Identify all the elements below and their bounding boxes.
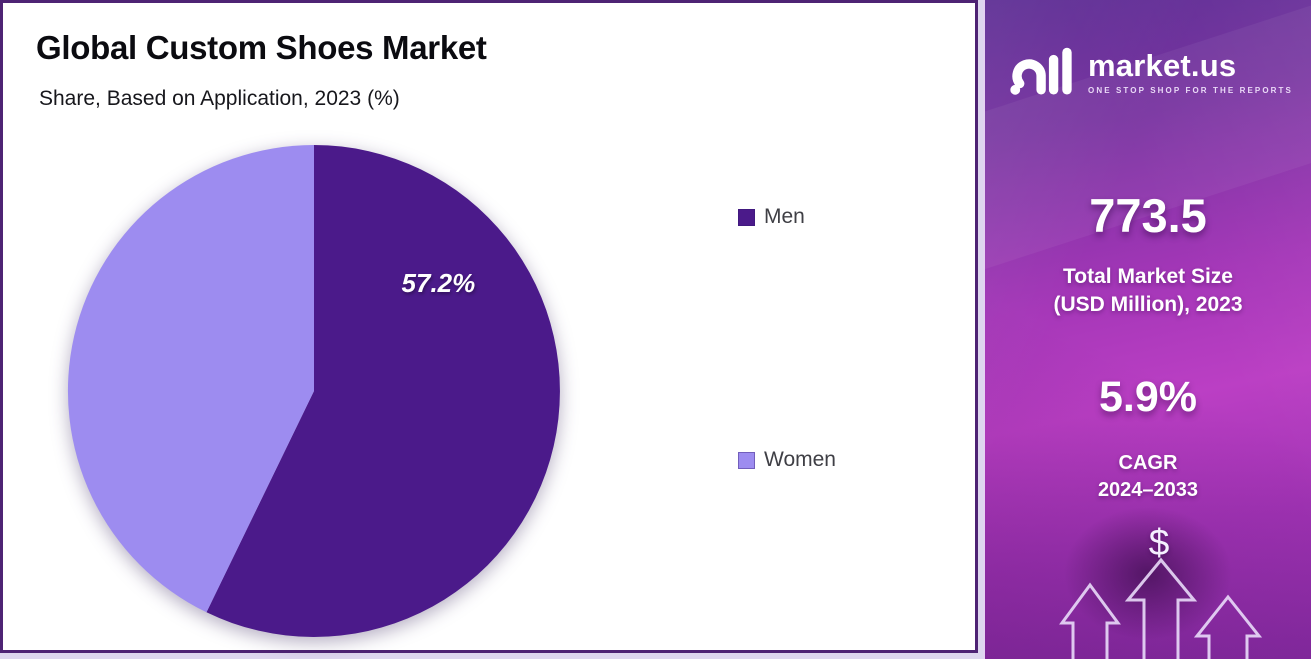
total-market-size-label-line2: (USD Million), 2023 (1053, 293, 1243, 316)
growth-arrows-icon (1059, 557, 1263, 659)
legend-item-women: Women (738, 448, 836, 472)
total-market-size-label-line1: Total Market Size (1063, 265, 1233, 288)
legend-marker-icon (738, 208, 755, 226)
legend-marker-icon (738, 451, 755, 469)
cagr-label: CAGR 2024–2033 (985, 450, 1311, 504)
pie-slice-men (206, 145, 560, 637)
total-market-size-value: 773.5 (1089, 189, 1207, 242)
brand-tagline: ONE STOP SHOP FOR THE REPORTS (1088, 85, 1293, 95)
legend-label: Women (764, 448, 836, 471)
total-market-size-label: Total Market Size (USD Million), 2023 (985, 263, 1311, 319)
legend-label: Men (764, 205, 805, 228)
chart-subtitle: Share, Based on Application, 2023 (%) (39, 87, 400, 110)
brand-logo: market.us ONE STOP SHOP FOR THE REPORTS (985, 46, 1311, 98)
brand-sidebar: market.us ONE STOP SHOP FOR THE REPORTS … (983, 0, 1311, 659)
page-title: Global Custom Shoes Market (36, 29, 487, 66)
pie-chart-svg: 57.2% (67, 144, 560, 637)
pie-data-label-men: 57.2% (402, 268, 476, 298)
cagr-label-line1: CAGR (1118, 452, 1178, 474)
pie-chart: 57.2% (67, 144, 561, 638)
cagr-label-line2: 2024–2033 (1097, 479, 1199, 501)
legend-item-men: Men (738, 205, 805, 229)
pie-slice-women (67, 144, 315, 613)
chart-card: Global Custom Shoes Market Share, Based … (0, 0, 978, 653)
brand-wordmark: market.us ONE STOP SHOP FOR THE REPORTS (1088, 50, 1293, 95)
cagr-value: 5.9% (1098, 373, 1197, 421)
marketus-logo-icon (1010, 47, 1072, 95)
brand-name: market.us (1088, 47, 1237, 83)
dollar-icon: $ (1148, 522, 1170, 563)
